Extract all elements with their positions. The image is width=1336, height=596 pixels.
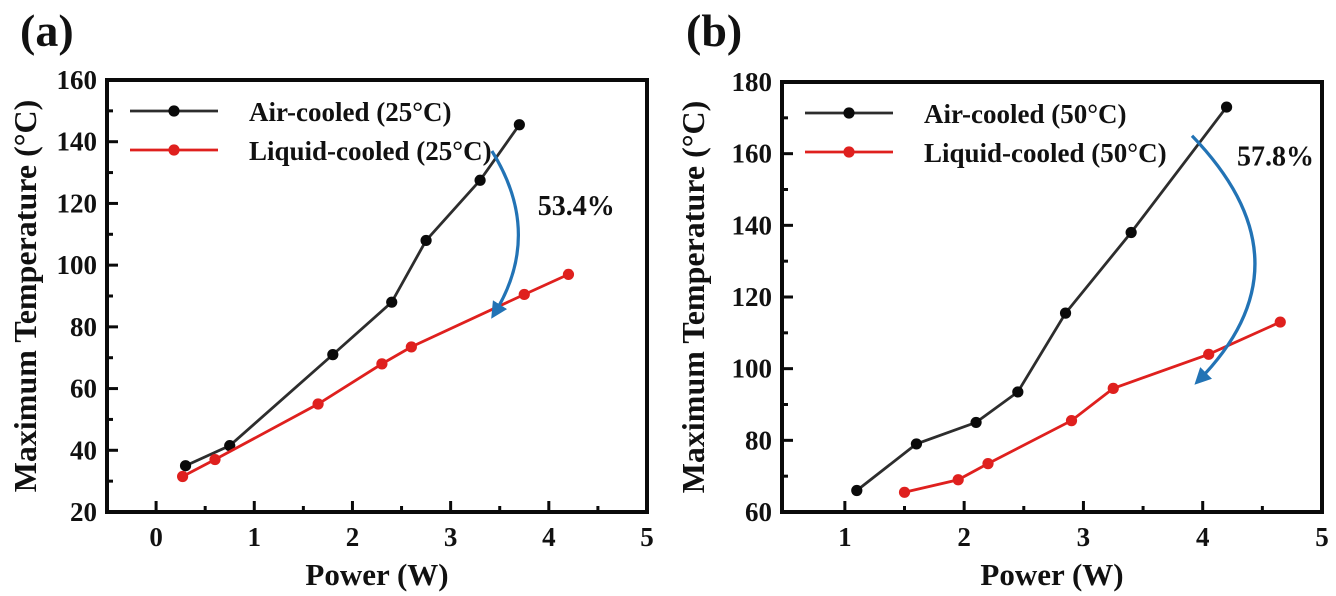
reduction-percentage-label: 57.8% bbox=[1237, 141, 1314, 172]
x-tick-label: 3 bbox=[444, 522, 458, 552]
series-1-point bbox=[405, 341, 417, 353]
series-0-point bbox=[1220, 101, 1233, 113]
x-tick-label: 5 bbox=[640, 522, 654, 552]
y-tick-label: 160 bbox=[732, 139, 773, 169]
panel-a: (a) 0 1 2 3 4 5 20 40 60 80 100 120 140 160 Power (W) M… bbox=[7, 5, 654, 592]
series-1-point bbox=[898, 486, 911, 498]
x-tick-label: 5 bbox=[1315, 522, 1329, 552]
panel-b-label: (b) bbox=[686, 5, 743, 56]
series-1-point bbox=[1274, 316, 1286, 328]
axis-ticks bbox=[782, 80, 1324, 514]
y-tick-label: 60 bbox=[745, 497, 772, 527]
x-tick-label: 3 bbox=[1077, 522, 1091, 552]
series-line-0 bbox=[184, 123, 521, 467]
y-tick-label: 80 bbox=[70, 312, 97, 342]
legend-marker-0 bbox=[843, 107, 855, 119]
y-tick-label: 80 bbox=[745, 425, 772, 455]
series-0-point bbox=[179, 460, 192, 472]
series-line-1 bbox=[181, 273, 570, 478]
series-0-point bbox=[970, 416, 982, 429]
legend-label-1: Liquid-cooled (25°C) bbox=[249, 136, 492, 166]
y-axis-title: Maximum Temperature (°C) bbox=[675, 101, 711, 494]
panel-a-label: (a) bbox=[20, 5, 74, 56]
series-0-point bbox=[910, 438, 923, 450]
y-tick-label: 160 bbox=[57, 65, 98, 95]
series-0-point bbox=[420, 234, 432, 247]
y-tick-label: 20 bbox=[70, 497, 97, 527]
x-tick-label: 0 bbox=[149, 522, 163, 552]
x-tick-label: 4 bbox=[542, 522, 556, 552]
reduction-arrow bbox=[490, 150, 520, 319]
series-0-point bbox=[224, 440, 236, 452]
reduction-percentage-label: 53.4% bbox=[538, 191, 615, 222]
y-tick-label: 140 bbox=[732, 210, 773, 240]
series-1-point bbox=[177, 470, 189, 483]
panel-b-chart: 1 2 3 4 5 60 80 100 120 140 160 180 Power (W) Maximum… bbox=[675, 67, 1329, 592]
legend-label-1: Liquid-cooled (50°C) bbox=[924, 138, 1167, 168]
series-1-point bbox=[952, 474, 964, 486]
y-tick-label: 100 bbox=[732, 354, 773, 384]
x-tick-label: 1 bbox=[248, 522, 262, 552]
series-1-point bbox=[1065, 415, 1078, 427]
series-1-point bbox=[518, 288, 530, 301]
series-0-point bbox=[851, 484, 863, 497]
series-1-point bbox=[1203, 348, 1215, 360]
legend-marker-0 bbox=[168, 105, 180, 117]
panel-a-chart: 0 1 2 3 4 5 20 40 60 80 100 120 140 160 Power (W) Maxim… bbox=[7, 65, 654, 592]
series-0-point bbox=[386, 296, 398, 308]
x-tick-label: 2 bbox=[957, 522, 971, 552]
series-0-point bbox=[474, 174, 486, 186]
x-tick-label: 2 bbox=[346, 522, 360, 552]
series-1-point bbox=[376, 358, 388, 370]
x-tick-label: 4 bbox=[1196, 522, 1210, 552]
y-tick-label: 100 bbox=[57, 250, 98, 280]
series-0-point bbox=[513, 119, 525, 131]
x-axis-title: Power (W) bbox=[305, 557, 448, 592]
y-tick-label: 120 bbox=[57, 188, 98, 218]
series-0-point bbox=[1012, 386, 1024, 398]
series-0-point bbox=[1059, 307, 1072, 319]
x-tick-label: 1 bbox=[838, 522, 852, 552]
axis-ticks bbox=[107, 78, 649, 514]
legend-marker-1 bbox=[168, 144, 180, 156]
series-1-point bbox=[562, 268, 575, 280]
series-0-point bbox=[1125, 226, 1137, 239]
series-1-point bbox=[312, 398, 324, 410]
series-line-1 bbox=[904, 320, 1281, 494]
y-tick-label: 180 bbox=[732, 67, 773, 97]
legend-label-0: Air-cooled (50°C) bbox=[924, 99, 1127, 129]
x-axis-title: Power (W) bbox=[980, 557, 1123, 592]
y-tick-label: 120 bbox=[732, 282, 773, 312]
legend-marker-1 bbox=[843, 146, 855, 158]
series-1-point bbox=[982, 458, 994, 470]
y-tick-label: 140 bbox=[57, 127, 98, 157]
legend-label-0: Air-cooled (25°C) bbox=[249, 97, 452, 127]
series-1-point bbox=[209, 453, 221, 466]
y-tick-label: 60 bbox=[70, 374, 97, 404]
series-1-point bbox=[1107, 382, 1119, 394]
y-axis-title: Maximum Temperature (°C) bbox=[7, 100, 43, 493]
reduction-arrow bbox=[1190, 134, 1257, 385]
series-0-point bbox=[327, 349, 339, 361]
panel-b: (b) 1 2 3 4 5 60 80 100 120 140 160 180 Power (W) Max… bbox=[668, 0, 1336, 596]
y-tick-label: 40 bbox=[70, 435, 97, 465]
